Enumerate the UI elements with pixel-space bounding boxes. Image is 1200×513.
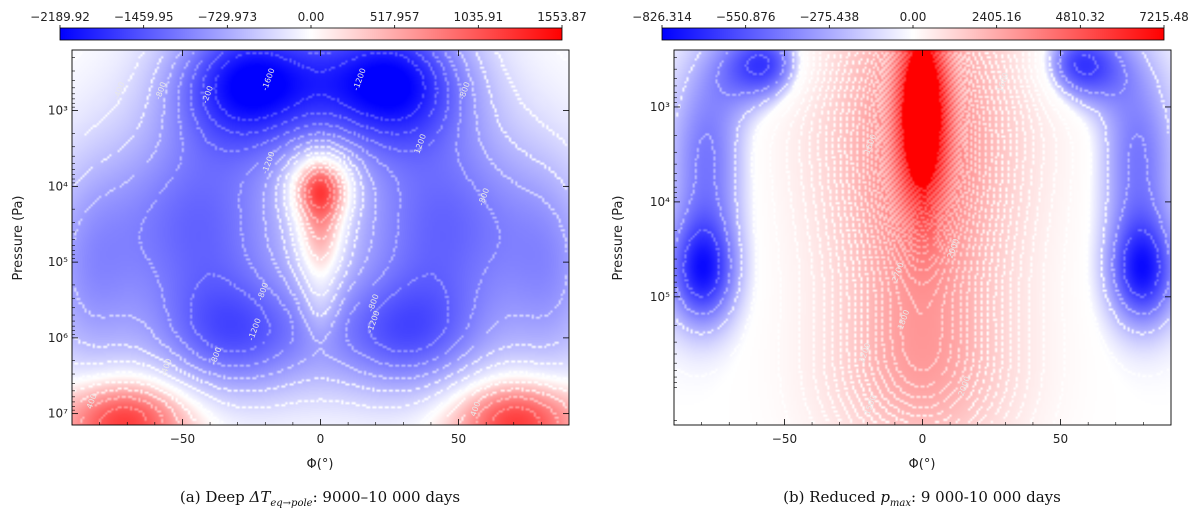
panel-a: −2189.92 −1459.95 −729.973 0.00 517.957 1035.…	[11, 10, 587, 509]
colorbar-tick-label: −275.438	[799, 10, 859, 24]
x-tick-label: 50	[451, 432, 466, 446]
colorbar-tick-label: −550.876	[716, 10, 776, 24]
colorbar-b	[661, 27, 1165, 41]
colorbar-tick-label: 7215.48	[1139, 10, 1189, 24]
caption-a: (a) Deep ΔTeq→pole: 9000–10 000 days	[180, 488, 460, 509]
colorbar-tick-label: 2405.16	[972, 10, 1022, 24]
colorbar-a	[59, 27, 563, 41]
caption-a-symbol: ΔT	[249, 488, 272, 506]
y-axis-label-a: Pressure (Pa)	[11, 195, 26, 280]
colorbar-tick-label: −826.314	[632, 10, 692, 24]
colorbar-tick-label: −729.973	[197, 10, 257, 24]
x-axis-b: −50 0 50	[701, 50, 1144, 446]
caption-a-prefix: (a) Deep	[180, 488, 250, 506]
x-tick-label: 0	[919, 432, 927, 446]
colorbar-tick-label: 517.957	[370, 10, 420, 24]
caption-b-subscript: max	[890, 498, 911, 509]
caption-b-prefix: (b) Reduced	[783, 488, 880, 506]
y-tick-label: 10⁴	[48, 179, 68, 193]
heatmap-a	[72, 50, 569, 425]
caption-b-suffix: : 9 000-10 000 days	[911, 488, 1061, 506]
x-tick-label: −50	[772, 432, 797, 446]
colorbar-a-ticks: −2189.92 −1459.95 −729.973 0.00 517.957 1035.…	[30, 10, 587, 28]
colorbar-b-ticks: −826.314 −550.876 −275.438 0.00 2405.16 4810.…	[632, 10, 1189, 28]
x-axis-a: −50 0 50	[99, 50, 542, 446]
x-tick-label: 50	[1053, 432, 1068, 446]
colorbar-tick-label: 1035.91	[454, 10, 504, 24]
caption-a-subscript: eq→pole	[270, 498, 312, 509]
caption-b-symbol: p	[880, 488, 890, 506]
y-tick-label: 10⁵	[650, 290, 670, 304]
x-tick-label: −50	[170, 432, 195, 446]
caption-a-suffix: : 9000–10 000 days	[313, 488, 460, 506]
y-tick-label: 10⁶	[48, 331, 68, 345]
x-axis-label-b: Φ(°)	[909, 457, 936, 472]
y-tick-label: 10⁵	[48, 255, 68, 269]
colorbar-tick-label: 1553.87	[537, 10, 587, 24]
colorbar-tick-label: 4810.32	[1056, 10, 1106, 24]
y-tick-label: 10³	[48, 104, 68, 118]
x-axis-label-a: Φ(°)	[307, 457, 334, 472]
y-tick-label: 10⁷	[48, 407, 68, 421]
y-tick-label: 10⁴	[650, 195, 670, 209]
colorbar-tick-label: 0.00	[900, 10, 927, 24]
y-axis-a: 10³ 10⁴ 10⁵ 10⁶ 10⁷	[48, 57, 569, 421]
heatmap-b	[674, 50, 1171, 425]
colorbar-tick-label: −2189.92	[30, 10, 90, 24]
x-tick-label: 0	[317, 432, 325, 446]
colorbar-tick-label: 0.00	[298, 10, 325, 24]
y-tick-label: 10³	[650, 100, 670, 114]
panel-b: −826.314 −550.876 −275.438 0.00 2405.16 4810.…	[611, 10, 1189, 509]
caption-b: (b) Reduced pmax: 9 000-10 000 days	[783, 488, 1061, 509]
y-axis-b: 10³ 10⁴ 10⁵	[650, 57, 1171, 421]
colorbar-tick-label: −1459.95	[114, 10, 174, 24]
y-axis-label-b: Pressure (Pa)	[611, 195, 626, 280]
